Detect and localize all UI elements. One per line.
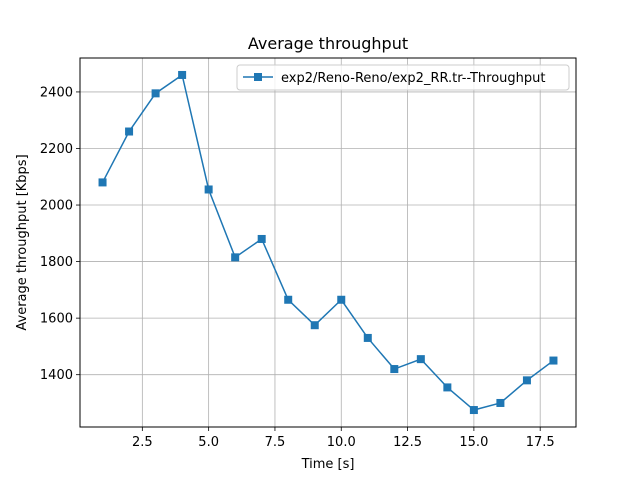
x-tick-label: 10.0 [327, 435, 356, 450]
data-point [178, 70, 187, 79]
legend: exp2/Reno-Reno/exp2_RR.tr--Throughput [236, 64, 570, 91]
data-point [98, 178, 107, 187]
data-point [257, 234, 266, 243]
data-point [522, 376, 531, 385]
legend-entry: exp2/Reno-Reno/exp2_RR.tr--Throughput [281, 71, 546, 86]
series-layer [98, 70, 558, 415]
grid [80, 58, 576, 427]
data-point [363, 333, 372, 342]
series-line [101, 73, 554, 411]
data-point [496, 398, 505, 407]
x-tick-label: 7.5 [265, 435, 286, 450]
data-point [125, 127, 134, 136]
plot-frame [79, 57, 577, 428]
x-tick-label: 15.0 [459, 435, 488, 450]
data-point [416, 355, 425, 364]
y-tick-label: 2200 [40, 142, 73, 157]
y-tick-label: 1800 [40, 255, 73, 270]
y-tick-label: 1600 [40, 312, 73, 327]
chart-title: Average throughput [248, 34, 408, 53]
data-point [284, 295, 293, 304]
data-point [231, 253, 240, 262]
data-point [469, 406, 478, 415]
data-point [390, 365, 399, 374]
x-tick-label: 17.5 [526, 435, 555, 450]
ticks: 2.5 5.0 7.5 10.0 12.5 15.0 17.5 1400 1600 1800 200… [40, 85, 555, 450]
y-axis-label: Average throughput [Kbps] [15, 154, 30, 330]
data-point [337, 295, 346, 304]
legend-marker [254, 73, 262, 81]
data-point [151, 89, 160, 98]
y-tick-label: 2000 [40, 199, 73, 214]
x-axis-label: Time [s] [301, 457, 355, 472]
data-point [443, 383, 452, 392]
data-point [549, 356, 558, 365]
data-point [204, 185, 213, 194]
legend-box [236, 64, 570, 91]
x-tick-label: 2.5 [132, 435, 153, 450]
data-point [310, 321, 319, 330]
y-tick-label: 2400 [40, 85, 73, 100]
y-tick-label: 1400 [40, 368, 73, 383]
x-tick-label: 12.5 [393, 435, 422, 450]
x-tick-label: 5.0 [198, 435, 219, 450]
